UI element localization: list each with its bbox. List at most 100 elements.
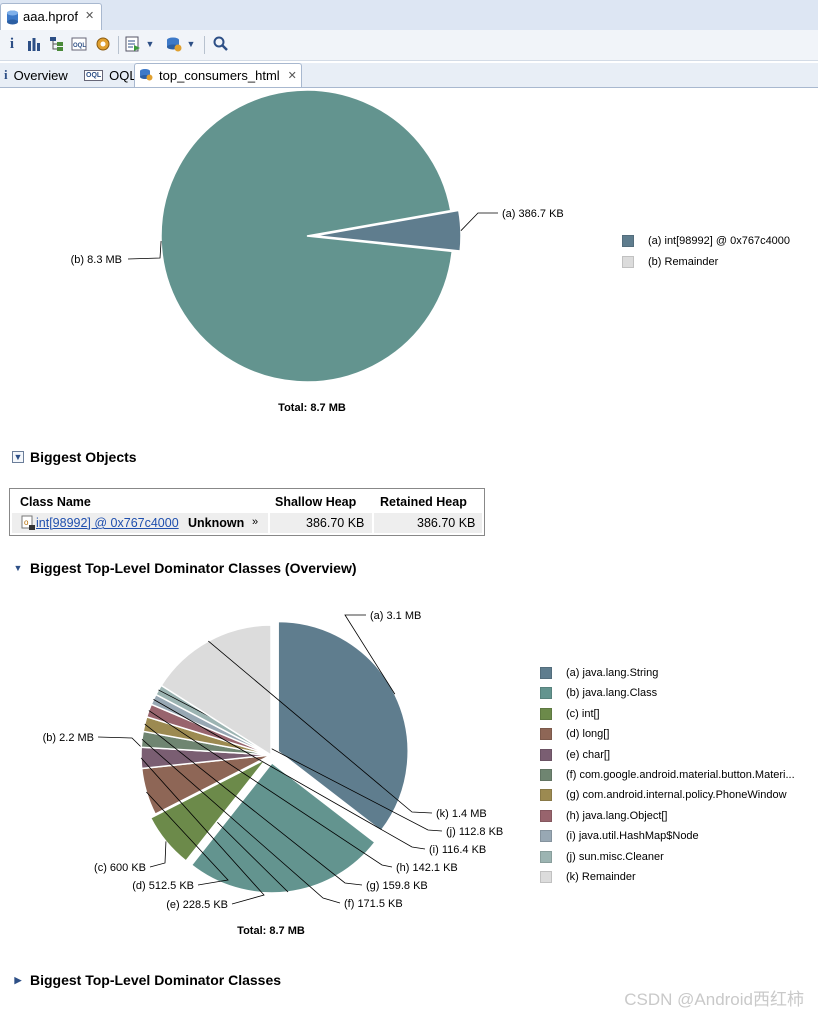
histogram-icon[interactable] bbox=[25, 35, 43, 53]
legend-item: (d) long[] bbox=[540, 727, 609, 741]
tab-top-consumers[interactable]: top_consumers_html ✕ bbox=[134, 63, 302, 87]
legend-label: (i) java.util.HashMap$Node bbox=[566, 830, 699, 843]
tab-overview[interactable]: i Overview bbox=[4, 63, 82, 87]
info-icon[interactable]: i bbox=[9, 35, 15, 52]
legend-item: (a) int[98992] @ 0x767c4000 bbox=[622, 234, 790, 248]
slice-label-f: (f) 171.5 KB bbox=[344, 898, 403, 910]
leader-line bbox=[97, 736, 289, 893]
chart-total-label: Total: 8.7 MB bbox=[237, 925, 305, 937]
section-title: Biggest Top-Level Dominator Classes bbox=[30, 972, 282, 988]
pie-slice-b bbox=[160, 89, 454, 383]
shallow-heap-value: 386.70 KB bbox=[306, 516, 365, 530]
column-header-retained-heap[interactable]: Retained Heap bbox=[380, 495, 467, 509]
legend-label: (e) char[] bbox=[566, 748, 611, 761]
top-consumers-pie-chart: (a) 386.7 KB (b) 8.3 MB Total: 8.7 MB bbox=[71, 89, 564, 414]
oql-icon[interactable]: OQL bbox=[70, 35, 88, 53]
find-object-icon[interactable] bbox=[212, 35, 230, 53]
section-title: Biggest Objects bbox=[30, 449, 137, 465]
legend-swatch bbox=[540, 687, 552, 700]
slice-label-g: (g) 159.8 KB bbox=[366, 880, 428, 892]
pie-slice-k bbox=[160, 624, 272, 757]
slice-label-b: (b) 8.3 MB bbox=[71, 254, 122, 266]
legend-swatch bbox=[540, 871, 552, 883]
slice-label-k: (k) 1.4 MB bbox=[436, 808, 487, 820]
legend-label: (f) com.google.android.material.button.M… bbox=[566, 769, 795, 781]
legend-swatch bbox=[540, 769, 552, 781]
leader-line bbox=[141, 738, 341, 904]
expand-toggle-icon[interactable]: ▶ bbox=[14, 974, 22, 985]
editor-tab-label: aaa.hprof bbox=[23, 9, 78, 24]
legend-label: (c) int[] bbox=[566, 707, 600, 720]
tab-label: Overview bbox=[13, 67, 68, 83]
leader-line bbox=[140, 757, 265, 905]
watermark: CSDN @Android西红柿 bbox=[624, 990, 804, 1009]
run-report-icon[interactable] bbox=[124, 35, 142, 53]
editor-tab-bar: aaa.hprof ✕ bbox=[0, 0, 818, 31]
heap-dump-icon bbox=[7, 10, 18, 25]
legend-swatch bbox=[540, 809, 552, 822]
legend-swatch bbox=[540, 667, 552, 679]
legend-item: (a) java.lang.String bbox=[540, 666, 658, 680]
more-menu-icon[interactable]: » bbox=[252, 516, 259, 528]
svg-text:o: o bbox=[24, 518, 29, 527]
report-tab-bar: i Overview OQL OQL top_consumers_html ✕ bbox=[0, 63, 818, 88]
heap-dump-overview-icon[interactable] bbox=[94, 35, 112, 53]
legend-item: (g) com.android.internal.policy.PhoneWin… bbox=[540, 788, 787, 802]
legend-swatch bbox=[540, 830, 552, 843]
legend-swatch bbox=[540, 789, 552, 802]
tab-oql[interactable]: OQL OQL bbox=[84, 63, 137, 87]
legend-label: (b) Remainder bbox=[648, 256, 719, 268]
svg-text:OQL: OQL bbox=[73, 43, 86, 49]
pie-slice-c bbox=[149, 758, 267, 863]
info-icon: i bbox=[4, 67, 8, 82]
chevron-down-icon[interactable]: ▼ bbox=[145, 39, 155, 49]
chevron-down-icon[interactable]: ▼ bbox=[186, 39, 196, 49]
section-dominator-classes[interactable]: ▶ Biggest Top-Level Dominator Classes bbox=[12, 972, 281, 988]
section-dominator-overview[interactable]: ▼ Biggest Top-Level Dominator Classes (O… bbox=[12, 560, 357, 576]
tab-label: top_consumers_html bbox=[159, 68, 280, 83]
column-header-class-name[interactable]: Class Name bbox=[20, 495, 91, 509]
pie-slice-a bbox=[314, 209, 462, 252]
query-browser-icon[interactable] bbox=[165, 35, 183, 53]
object-icon: o bbox=[21, 515, 35, 530]
section-title: Biggest Top-Level Dominator Classes (Ove… bbox=[30, 560, 357, 576]
legend-swatch bbox=[622, 256, 634, 268]
legend-swatch bbox=[540, 748, 552, 761]
collapse-toggle-icon[interactable]: ▼ bbox=[12, 451, 24, 463]
column-header-shallow-heap[interactable]: Shallow Heap bbox=[275, 495, 357, 509]
slice-label-i: (i) 116.4 KB bbox=[429, 844, 486, 856]
legend-label: (j) sun.misc.Cleaner bbox=[566, 850, 664, 863]
slice-label-h: (h) 142.1 KB bbox=[396, 862, 458, 874]
tab-label: OQL bbox=[109, 67, 137, 83]
close-icon[interactable]: ✕ bbox=[85, 10, 95, 22]
report-icon bbox=[139, 67, 153, 84]
legend-item: (b) Remainder bbox=[622, 255, 718, 269]
biggest-objects-table: Class Name Shallow Heap Retained Heap o … bbox=[9, 488, 485, 536]
leader-line bbox=[153, 699, 426, 850]
slice-label-a: (a) 386.7 KB bbox=[502, 208, 564, 220]
close-icon[interactable]: ✕ bbox=[287, 70, 297, 82]
leader-line bbox=[208, 640, 433, 814]
legend-label: (a) int[98992] @ 0x767c4000 bbox=[648, 235, 791, 247]
slice-label-j: (j) 112.8 KB bbox=[446, 826, 503, 838]
legend-label: (d) long[] bbox=[566, 728, 610, 741]
leader-line bbox=[148, 710, 393, 868]
slice-label-b: (b) 2.2 MB bbox=[43, 732, 94, 744]
collapse-toggle-icon[interactable]: ▼ bbox=[13, 563, 23, 573]
editor-tab-hprof[interactable]: aaa.hprof ✕ bbox=[0, 3, 102, 30]
leader-line bbox=[149, 841, 167, 868]
legend-item: (i) java.util.HashMap$Node bbox=[540, 829, 699, 843]
table-row[interactable]: o int[98992] @ 0x767c4000 Unknown » 386.… bbox=[12, 513, 482, 533]
object-link[interactable]: int[98992] @ 0x767c4000 bbox=[36, 516, 179, 530]
legend-item: (f) com.google.android.material.button.M… bbox=[540, 768, 795, 782]
legend-swatch bbox=[622, 235, 634, 247]
legend-swatch bbox=[540, 728, 552, 741]
legend-swatch bbox=[540, 850, 552, 863]
legend-item: (j) sun.misc.Cleaner bbox=[540, 850, 664, 864]
leader-line bbox=[146, 791, 229, 886]
dominator-tree-icon[interactable] bbox=[48, 35, 66, 53]
slice-label-d: (d) 512.5 KB bbox=[132, 880, 194, 892]
slice-label-e: (e) 228.5 KB bbox=[166, 899, 228, 911]
slice-label-a: (a) 3.1 MB bbox=[370, 610, 421, 622]
section-biggest-objects[interactable]: ▼ Biggest Objects bbox=[12, 449, 137, 465]
